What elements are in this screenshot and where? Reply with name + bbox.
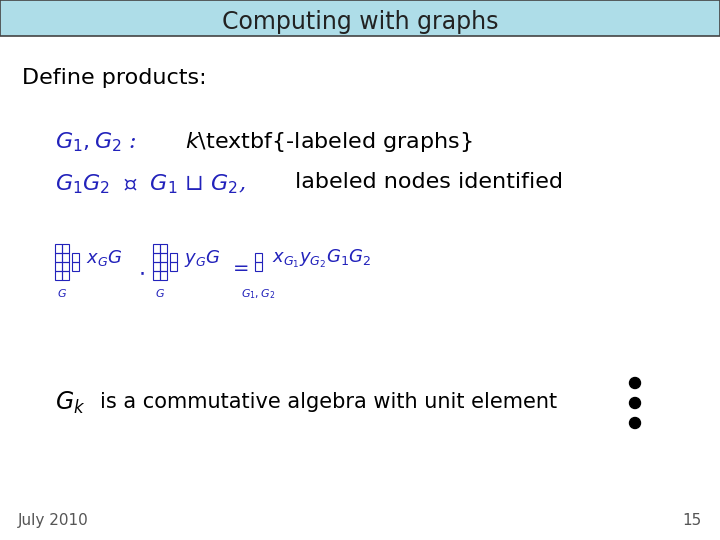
Bar xyxy=(153,271,160,280)
Bar xyxy=(62,271,69,280)
Bar xyxy=(62,253,69,262)
Text: labeled nodes identified: labeled nodes identified xyxy=(295,172,563,192)
Bar xyxy=(72,262,79,271)
Circle shape xyxy=(629,417,641,429)
Bar xyxy=(255,262,262,271)
Text: $=$: $=$ xyxy=(229,258,249,276)
Bar xyxy=(55,271,62,280)
Text: $G_1, G_2$ :: $G_1, G_2$ : xyxy=(55,130,137,153)
Bar xyxy=(255,253,262,262)
Text: $G_k$: $G_k$ xyxy=(55,390,86,416)
Bar xyxy=(55,253,62,262)
Bar xyxy=(153,262,160,271)
Bar xyxy=(170,253,177,262)
Bar xyxy=(160,271,167,280)
Text: $G$: $G$ xyxy=(57,287,67,299)
Bar xyxy=(55,244,62,253)
Text: $G_1, G_2$: $G_1, G_2$ xyxy=(240,287,275,301)
Text: Computing with graphs: Computing with graphs xyxy=(222,10,498,34)
Bar xyxy=(160,253,167,262)
Text: $\cdot$: $\cdot$ xyxy=(138,262,144,284)
Bar xyxy=(160,244,167,253)
Bar xyxy=(153,253,160,262)
Bar xyxy=(62,244,69,253)
Text: $x_G G$: $x_G G$ xyxy=(86,248,122,268)
Text: Define products:: Define products: xyxy=(22,68,207,88)
Bar xyxy=(160,262,167,271)
Bar xyxy=(153,244,160,253)
Text: 15: 15 xyxy=(683,513,702,528)
Bar xyxy=(55,262,62,271)
Text: $G$: $G$ xyxy=(155,287,165,299)
Text: July 2010: July 2010 xyxy=(18,513,89,528)
Bar xyxy=(72,253,79,262)
Bar xyxy=(170,262,177,271)
Text: $y_G G$: $y_G G$ xyxy=(184,248,220,269)
Text: $x_{G_1} y_{G_2} G_1 G_2$: $x_{G_1} y_{G_2} G_1 G_2$ xyxy=(272,248,372,270)
Text: $k$\textbf{-labeled graphs}: $k$\textbf{-labeled graphs} xyxy=(185,130,472,154)
Text: is a commutative algebra with unit element: is a commutative algebra with unit eleme… xyxy=(100,392,557,412)
Circle shape xyxy=(629,397,641,408)
Bar xyxy=(62,262,69,271)
Bar xyxy=(0,0,720,36)
Circle shape xyxy=(629,377,641,388)
Text: $G_1G_2$  ≟  $G_1$ ⊔ $G_2$,: $G_1G_2$ ≟ $G_1$ ⊔ $G_2$, xyxy=(55,172,246,195)
